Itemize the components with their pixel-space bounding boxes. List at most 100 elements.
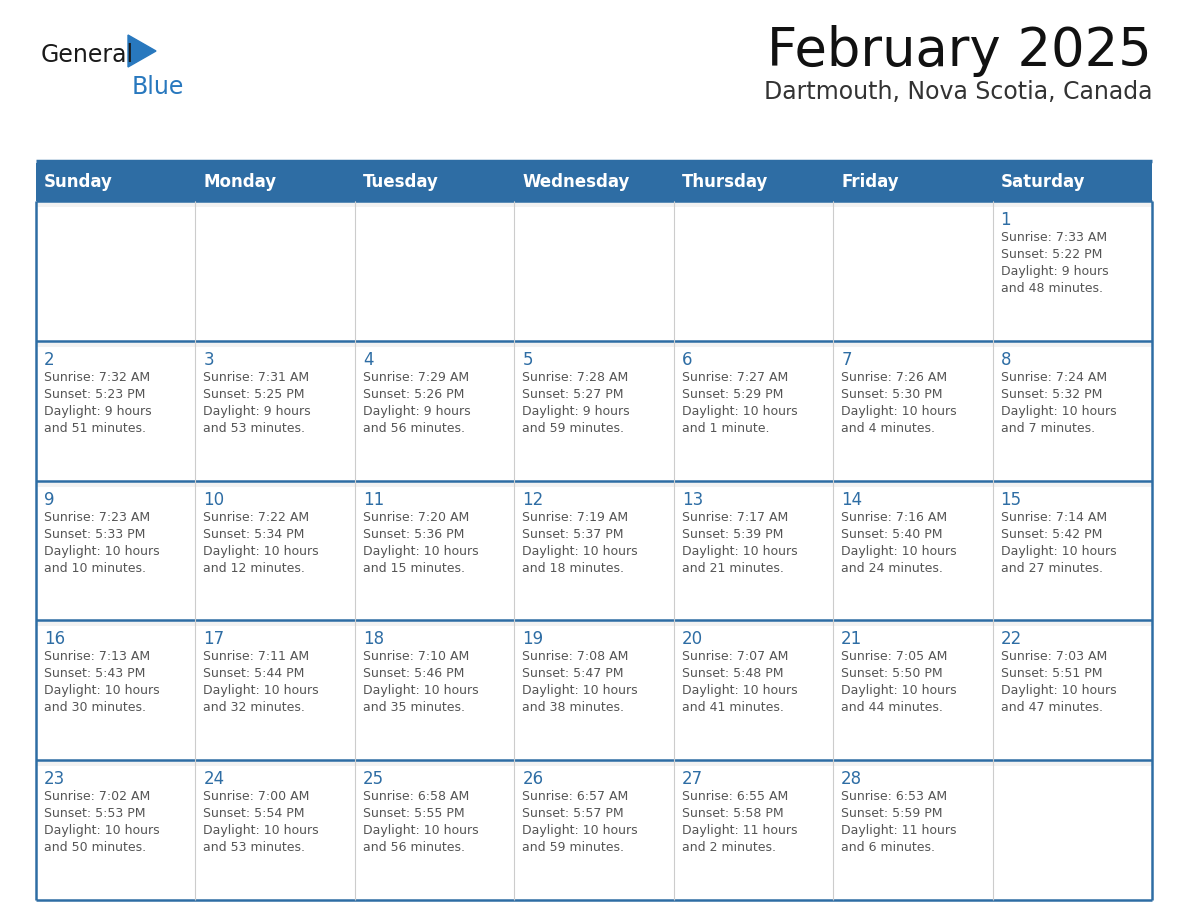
Text: and 12 minutes.: and 12 minutes.: [203, 562, 305, 575]
Bar: [514, 481, 674, 621]
Text: Daylight: 9 hours: Daylight: 9 hours: [44, 405, 152, 418]
Text: Sunday: Sunday: [44, 173, 113, 191]
Bar: [36, 163, 1152, 201]
Text: 19: 19: [523, 631, 543, 648]
Bar: [514, 621, 674, 760]
Text: Sunset: 5:34 PM: Sunset: 5:34 PM: [203, 528, 305, 541]
Text: Sunrise: 7:02 AM: Sunrise: 7:02 AM: [44, 790, 150, 803]
Text: Daylight: 9 hours: Daylight: 9 hours: [362, 405, 470, 418]
Bar: [36, 621, 196, 760]
Text: Sunset: 5:26 PM: Sunset: 5:26 PM: [362, 387, 465, 401]
Text: 10: 10: [203, 490, 225, 509]
Text: 3: 3: [203, 351, 214, 369]
Bar: [514, 201, 674, 341]
Text: and 6 minutes.: and 6 minutes.: [841, 841, 935, 855]
Bar: [36, 341, 196, 347]
Text: Tuesday: Tuesday: [362, 173, 438, 191]
Text: Sunrise: 7:27 AM: Sunrise: 7:27 AM: [682, 371, 788, 384]
Text: Sunrise: 7:17 AM: Sunrise: 7:17 AM: [682, 510, 788, 523]
Bar: [992, 760, 1152, 767]
Text: and 24 minutes.: and 24 minutes.: [841, 562, 943, 575]
Text: 20: 20: [682, 631, 703, 648]
Text: Daylight: 9 hours: Daylight: 9 hours: [523, 405, 630, 418]
Bar: [355, 201, 514, 341]
Text: Daylight: 10 hours: Daylight: 10 hours: [44, 824, 159, 837]
Bar: [674, 621, 833, 760]
Text: 23: 23: [44, 770, 65, 789]
Bar: [196, 621, 355, 626]
Text: and 4 minutes.: and 4 minutes.: [841, 421, 935, 435]
Bar: [992, 201, 1152, 207]
Text: and 21 minutes.: and 21 minutes.: [682, 562, 784, 575]
Text: Daylight: 9 hours: Daylight: 9 hours: [203, 405, 311, 418]
Text: 11: 11: [362, 490, 384, 509]
Text: Daylight: 10 hours: Daylight: 10 hours: [362, 544, 479, 557]
Text: Sunrise: 6:57 AM: Sunrise: 6:57 AM: [523, 790, 628, 803]
Text: and 47 minutes.: and 47 minutes.: [1000, 701, 1102, 714]
Bar: [514, 760, 674, 900]
Text: Sunrise: 7:03 AM: Sunrise: 7:03 AM: [1000, 650, 1107, 664]
Text: Daylight: 10 hours: Daylight: 10 hours: [523, 685, 638, 698]
Text: Daylight: 10 hours: Daylight: 10 hours: [362, 685, 479, 698]
Bar: [992, 201, 1152, 341]
Bar: [355, 760, 514, 767]
Text: and 35 minutes.: and 35 minutes.: [362, 701, 465, 714]
Text: Daylight: 10 hours: Daylight: 10 hours: [1000, 405, 1117, 418]
Bar: [674, 201, 833, 341]
Text: and 27 minutes.: and 27 minutes.: [1000, 562, 1102, 575]
Bar: [355, 760, 514, 900]
Text: Sunrise: 7:05 AM: Sunrise: 7:05 AM: [841, 650, 948, 664]
Text: Saturday: Saturday: [1000, 173, 1085, 191]
Bar: [196, 481, 355, 487]
Text: Dartmouth, Nova Scotia, Canada: Dartmouth, Nova Scotia, Canada: [764, 80, 1152, 104]
Bar: [992, 621, 1152, 760]
Bar: [514, 341, 674, 481]
Text: Sunset: 5:47 PM: Sunset: 5:47 PM: [523, 667, 624, 680]
Text: and 10 minutes.: and 10 minutes.: [44, 562, 146, 575]
Text: Sunrise: 7:28 AM: Sunrise: 7:28 AM: [523, 371, 628, 384]
Text: Sunrise: 6:58 AM: Sunrise: 6:58 AM: [362, 790, 469, 803]
Text: Sunset: 5:25 PM: Sunset: 5:25 PM: [203, 387, 305, 401]
Text: and 53 minutes.: and 53 minutes.: [203, 841, 305, 855]
Bar: [355, 341, 514, 347]
Text: and 56 minutes.: and 56 minutes.: [362, 421, 465, 435]
Text: Sunset: 5:54 PM: Sunset: 5:54 PM: [203, 807, 305, 820]
Bar: [36, 201, 196, 207]
Text: Sunset: 5:48 PM: Sunset: 5:48 PM: [682, 667, 783, 680]
Text: and 15 minutes.: and 15 minutes.: [362, 562, 465, 575]
Bar: [196, 621, 355, 760]
Text: 6: 6: [682, 351, 693, 369]
Text: Sunrise: 7:00 AM: Sunrise: 7:00 AM: [203, 790, 310, 803]
Bar: [355, 481, 514, 487]
Text: Daylight: 11 hours: Daylight: 11 hours: [841, 824, 956, 837]
Text: Daylight: 10 hours: Daylight: 10 hours: [44, 685, 159, 698]
Bar: [674, 621, 833, 626]
Text: Sunset: 5:59 PM: Sunset: 5:59 PM: [841, 807, 942, 820]
Bar: [992, 341, 1152, 347]
Text: Daylight: 10 hours: Daylight: 10 hours: [682, 685, 797, 698]
Text: Sunset: 5:44 PM: Sunset: 5:44 PM: [203, 667, 305, 680]
Bar: [36, 760, 196, 900]
Text: Blue: Blue: [132, 75, 184, 99]
Bar: [674, 201, 833, 207]
Text: Sunrise: 7:13 AM: Sunrise: 7:13 AM: [44, 650, 150, 664]
Bar: [833, 760, 992, 767]
Text: Daylight: 10 hours: Daylight: 10 hours: [362, 824, 479, 837]
Text: Sunset: 5:40 PM: Sunset: 5:40 PM: [841, 528, 942, 541]
Text: and 2 minutes.: and 2 minutes.: [682, 841, 776, 855]
Text: 17: 17: [203, 631, 225, 648]
Text: Sunset: 5:22 PM: Sunset: 5:22 PM: [1000, 248, 1102, 261]
Bar: [514, 201, 674, 207]
Text: Sunrise: 6:55 AM: Sunrise: 6:55 AM: [682, 790, 788, 803]
Text: Sunset: 5:29 PM: Sunset: 5:29 PM: [682, 387, 783, 401]
Bar: [674, 760, 833, 767]
Text: Sunset: 5:36 PM: Sunset: 5:36 PM: [362, 528, 465, 541]
Text: Sunset: 5:51 PM: Sunset: 5:51 PM: [1000, 667, 1102, 680]
Text: and 30 minutes.: and 30 minutes.: [44, 701, 146, 714]
Text: 14: 14: [841, 490, 862, 509]
Text: Sunrise: 7:11 AM: Sunrise: 7:11 AM: [203, 650, 310, 664]
Text: and 56 minutes.: and 56 minutes.: [362, 841, 465, 855]
Text: Sunrise: 7:33 AM: Sunrise: 7:33 AM: [1000, 231, 1107, 244]
Text: General: General: [42, 43, 134, 67]
Bar: [36, 760, 196, 767]
